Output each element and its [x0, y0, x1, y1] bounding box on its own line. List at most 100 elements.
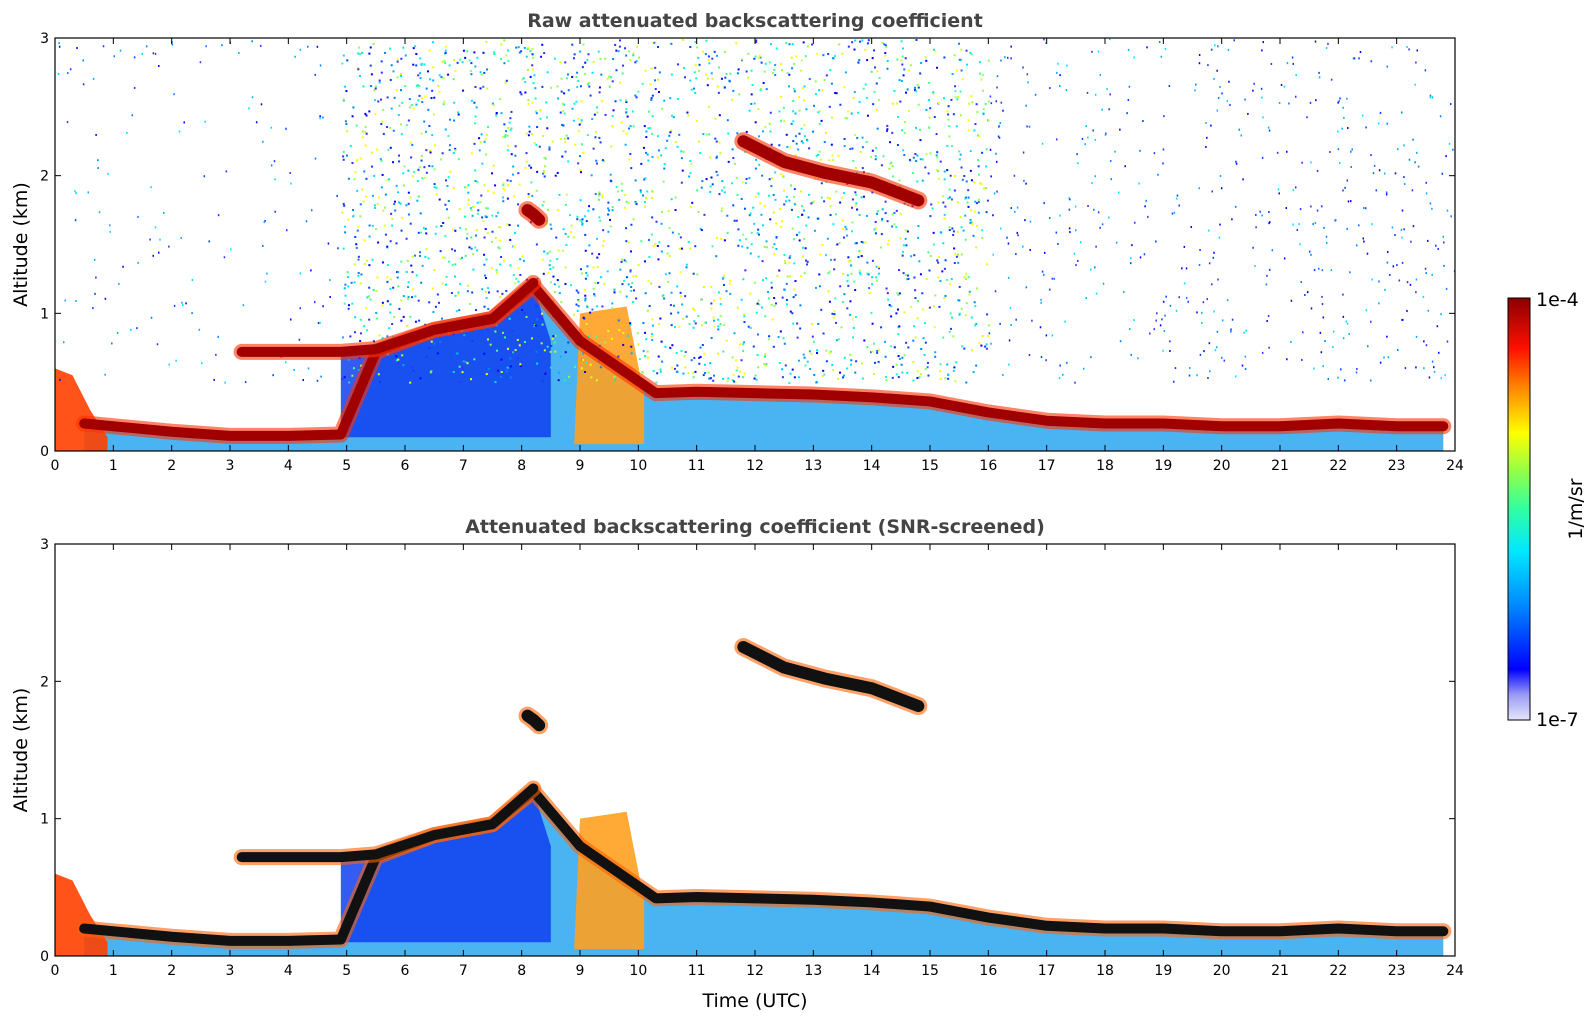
- noise-speck: [919, 72, 922, 75]
- noise-speck: [682, 372, 685, 375]
- noise-speck: [426, 70, 429, 73]
- noise-speck: [1423, 340, 1425, 343]
- noise-speck: [1267, 126, 1270, 129]
- noise-speck: [597, 50, 600, 53]
- noise-speck: [1244, 367, 1247, 370]
- noise-speck: [434, 305, 437, 308]
- noise-speck: [397, 113, 400, 116]
- y-tick-label: 1: [40, 812, 49, 828]
- noise-speck: [1401, 209, 1404, 212]
- noise-speck: [1371, 223, 1373, 226]
- noise-speck: [1115, 241, 1118, 244]
- noise-speck: [732, 204, 735, 207]
- noise-speck: [602, 244, 605, 247]
- noise-speck: [646, 309, 649, 312]
- noise-speck: [519, 258, 522, 261]
- noise-speck: [806, 360, 809, 363]
- noise-speck: [341, 377, 344, 380]
- noise-speck: [203, 175, 206, 178]
- noise-speck: [448, 144, 451, 147]
- noise-speck: [1295, 95, 1297, 98]
- noise-speck: [619, 268, 622, 271]
- noise-speck: [849, 147, 852, 150]
- noise-speck: [486, 189, 489, 192]
- noise-speck: [636, 332, 639, 335]
- noise-speck: [1343, 379, 1346, 382]
- noise-speck: [64, 299, 67, 302]
- noise-speck: [860, 240, 863, 243]
- noise-speck: [1196, 374, 1198, 377]
- noise-speck: [788, 43, 791, 46]
- noise-speck: [1323, 226, 1325, 229]
- cloud-line: [521, 709, 546, 732]
- noise-speck: [1234, 375, 1237, 378]
- noise-speck: [1346, 97, 1348, 100]
- noise-speck: [503, 39, 506, 42]
- noise-speck: [1190, 226, 1193, 229]
- x-tick-label: 18: [1096, 458, 1114, 474]
- noise-speck: [701, 343, 704, 346]
- noise-speck: [922, 337, 925, 340]
- noise-speck: [502, 196, 505, 199]
- noise-speck: [852, 336, 855, 339]
- noise-speck: [884, 375, 887, 378]
- noise-speck: [601, 194, 604, 197]
- noise-speck: [632, 54, 635, 57]
- noise-speck: [1431, 360, 1434, 363]
- noise-speck: [508, 317, 511, 320]
- noise-speck: [506, 134, 509, 137]
- noise-speck: [859, 273, 862, 276]
- noise-speck: [375, 311, 378, 314]
- noise-speck: [835, 190, 838, 193]
- noise-speck: [579, 85, 582, 88]
- noise-speck: [467, 191, 470, 194]
- noise-speck: [1385, 191, 1388, 194]
- noise-speck: [503, 189, 506, 192]
- noise-speck: [797, 148, 800, 151]
- noise-speck: [523, 340, 526, 343]
- noise-speck: [1013, 174, 1016, 177]
- noise-speck: [1131, 244, 1133, 247]
- noise-speck: [763, 245, 766, 248]
- noise-speck: [990, 102, 993, 105]
- noise-speck: [660, 211, 663, 214]
- noise-speck: [611, 209, 614, 212]
- noise-speck: [396, 359, 399, 362]
- noise-speck: [397, 285, 400, 288]
- noise-speck: [525, 315, 528, 318]
- noise-speck: [447, 216, 450, 219]
- noise-speck: [1043, 202, 1045, 205]
- noise-speck: [345, 90, 348, 93]
- noise-speck: [1389, 273, 1391, 276]
- noise-speck: [419, 77, 422, 80]
- noise-speck: [1423, 367, 1425, 370]
- noise-speck: [1000, 101, 1003, 104]
- noise-speck: [718, 114, 721, 117]
- noise-speck: [285, 127, 287, 130]
- noise-speck: [701, 180, 704, 183]
- noise-speck: [546, 345, 549, 348]
- noise-speck: [389, 126, 392, 129]
- noise-speck: [840, 196, 843, 199]
- noise-speck: [778, 269, 781, 272]
- noise-speck: [1366, 252, 1369, 255]
- noise-speck: [797, 376, 800, 379]
- noise-speck: [803, 135, 806, 138]
- noise-speck: [378, 381, 381, 384]
- noise-speck: [609, 218, 612, 221]
- noise-speck: [386, 280, 389, 283]
- noise-speck: [772, 345, 775, 348]
- noise-speck: [447, 176, 450, 179]
- noise-speck: [1015, 253, 1017, 256]
- noise-speck: [1159, 324, 1162, 327]
- noise-speck: [866, 59, 869, 62]
- noise-speck: [368, 110, 371, 113]
- noise-speck: [956, 96, 959, 99]
- noise-speck: [669, 346, 672, 349]
- noise-speck: [1068, 208, 1071, 211]
- panel-title: Attenuated backscattering coefficient (S…: [465, 516, 1045, 538]
- noise-speck: [956, 253, 959, 256]
- noise-speck: [946, 363, 949, 366]
- noise-speck: [583, 215, 586, 218]
- noise-speck: [402, 172, 405, 175]
